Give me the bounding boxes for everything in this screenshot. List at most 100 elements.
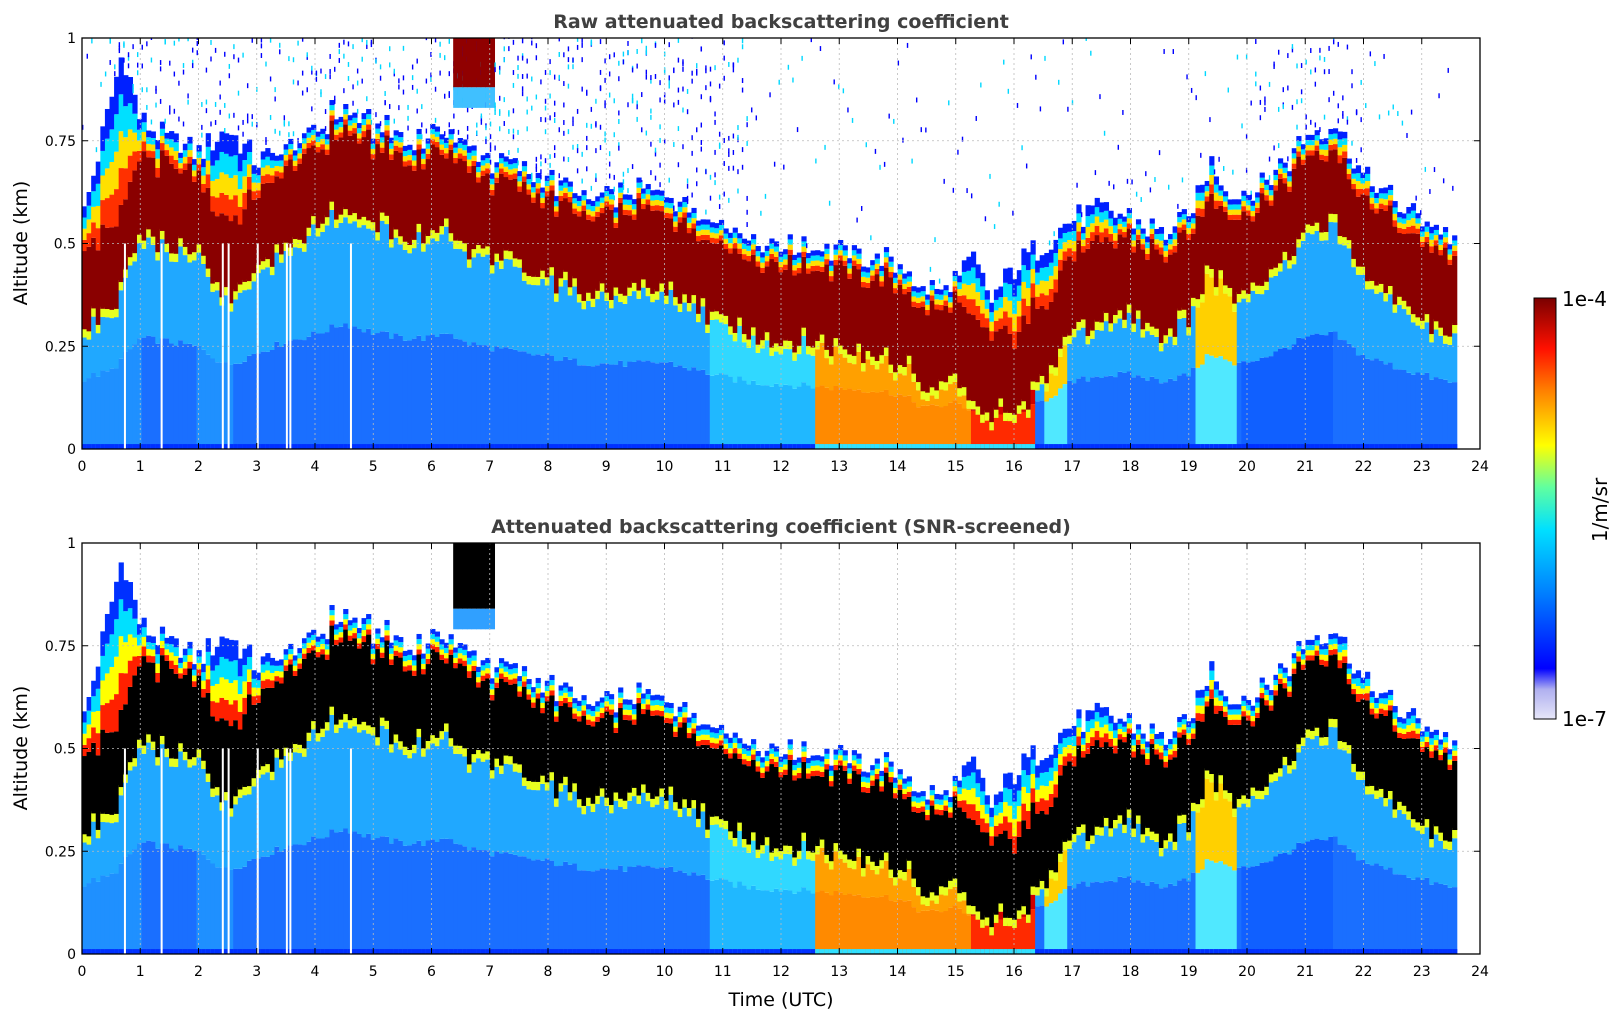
cell bbox=[256, 182, 262, 191]
noise-dot bbox=[1223, 166, 1225, 171]
time-column bbox=[975, 116, 981, 449]
cell bbox=[1296, 141, 1302, 147]
cell bbox=[1401, 369, 1407, 449]
cell bbox=[1287, 191, 1293, 261]
cell bbox=[292, 165, 298, 171]
cell bbox=[407, 649, 413, 655]
noise-dot bbox=[613, 174, 615, 180]
cell bbox=[1200, 364, 1206, 449]
cell bbox=[1108, 444, 1114, 449]
cell bbox=[430, 743, 436, 840]
cell bbox=[462, 251, 468, 342]
cell bbox=[100, 444, 106, 449]
cell bbox=[819, 266, 825, 272]
cell bbox=[1447, 249, 1453, 255]
cell bbox=[1094, 235, 1100, 322]
cell bbox=[274, 165, 280, 172]
cell bbox=[581, 309, 587, 366]
noise-dot bbox=[393, 71, 395, 77]
cell bbox=[498, 153, 505, 159]
noise-dot bbox=[970, 193, 973, 199]
noise-dot bbox=[952, 187, 955, 193]
cell bbox=[444, 142, 450, 149]
cell bbox=[1236, 219, 1242, 295]
cell bbox=[109, 699, 115, 733]
cell bbox=[604, 186, 610, 192]
cell bbox=[246, 139, 253, 153]
cell bbox=[1401, 218, 1407, 224]
cell bbox=[191, 176, 198, 182]
cell bbox=[453, 147, 459, 153]
cell bbox=[489, 263, 496, 274]
cell bbox=[1108, 321, 1114, 332]
cell bbox=[1365, 195, 1371, 282]
cell bbox=[865, 282, 871, 288]
cell bbox=[1383, 301, 1389, 365]
cell bbox=[948, 312, 954, 376]
cell bbox=[476, 747, 482, 759]
noise-dot bbox=[320, 89, 322, 95]
cell bbox=[141, 656, 147, 746]
noise-dot bbox=[141, 44, 143, 50]
cell bbox=[1108, 226, 1114, 234]
cell bbox=[256, 197, 262, 265]
cell bbox=[1145, 259, 1151, 323]
cell bbox=[343, 828, 349, 954]
cell bbox=[251, 670, 257, 679]
noise-dot bbox=[581, 178, 583, 184]
cell bbox=[1122, 221, 1128, 227]
cell bbox=[563, 356, 569, 449]
cell bbox=[411, 675, 418, 745]
noise-dot bbox=[576, 108, 579, 114]
cell bbox=[893, 282, 899, 289]
noise-dot bbox=[613, 52, 615, 58]
cell bbox=[182, 648, 188, 656]
cell bbox=[618, 203, 624, 294]
cell bbox=[567, 295, 573, 360]
cell bbox=[320, 654, 326, 729]
cell bbox=[673, 295, 679, 306]
time-column bbox=[1291, 44, 1297, 449]
cell bbox=[691, 213, 697, 219]
cell bbox=[764, 266, 770, 333]
cell bbox=[966, 410, 972, 449]
noise-dot bbox=[815, 158, 817, 164]
cell bbox=[1342, 235, 1348, 246]
cell bbox=[1080, 327, 1087, 377]
noise-dot bbox=[375, 112, 377, 118]
cell bbox=[1438, 234, 1444, 240]
cell bbox=[1392, 226, 1398, 305]
cell bbox=[1044, 381, 1050, 392]
cell bbox=[411, 444, 418, 449]
cell bbox=[1223, 191, 1229, 197]
noise-dot bbox=[82, 124, 84, 130]
cell bbox=[1383, 444, 1389, 449]
noise-dot bbox=[586, 135, 588, 141]
cell bbox=[906, 364, 913, 396]
cell bbox=[1410, 444, 1417, 449]
noise-dot bbox=[379, 64, 382, 70]
cell bbox=[1374, 208, 1380, 214]
cell bbox=[82, 733, 88, 745]
cell bbox=[1401, 444, 1407, 449]
cell bbox=[1383, 193, 1389, 200]
cell bbox=[902, 273, 908, 279]
cell bbox=[915, 307, 922, 383]
cell bbox=[315, 949, 321, 954]
cell bbox=[398, 137, 404, 143]
cell bbox=[521, 351, 528, 449]
cell bbox=[416, 139, 422, 145]
cell bbox=[1163, 245, 1169, 252]
cell bbox=[416, 644, 422, 650]
cell bbox=[1268, 200, 1275, 206]
cell bbox=[389, 642, 395, 649]
cell bbox=[237, 694, 243, 712]
cell bbox=[677, 301, 683, 312]
cell bbox=[1158, 247, 1165, 255]
cell bbox=[476, 172, 482, 178]
cell bbox=[838, 343, 844, 354]
cell bbox=[526, 353, 532, 449]
cell bbox=[173, 850, 179, 954]
cell bbox=[210, 670, 216, 686]
cell bbox=[1227, 296, 1233, 362]
